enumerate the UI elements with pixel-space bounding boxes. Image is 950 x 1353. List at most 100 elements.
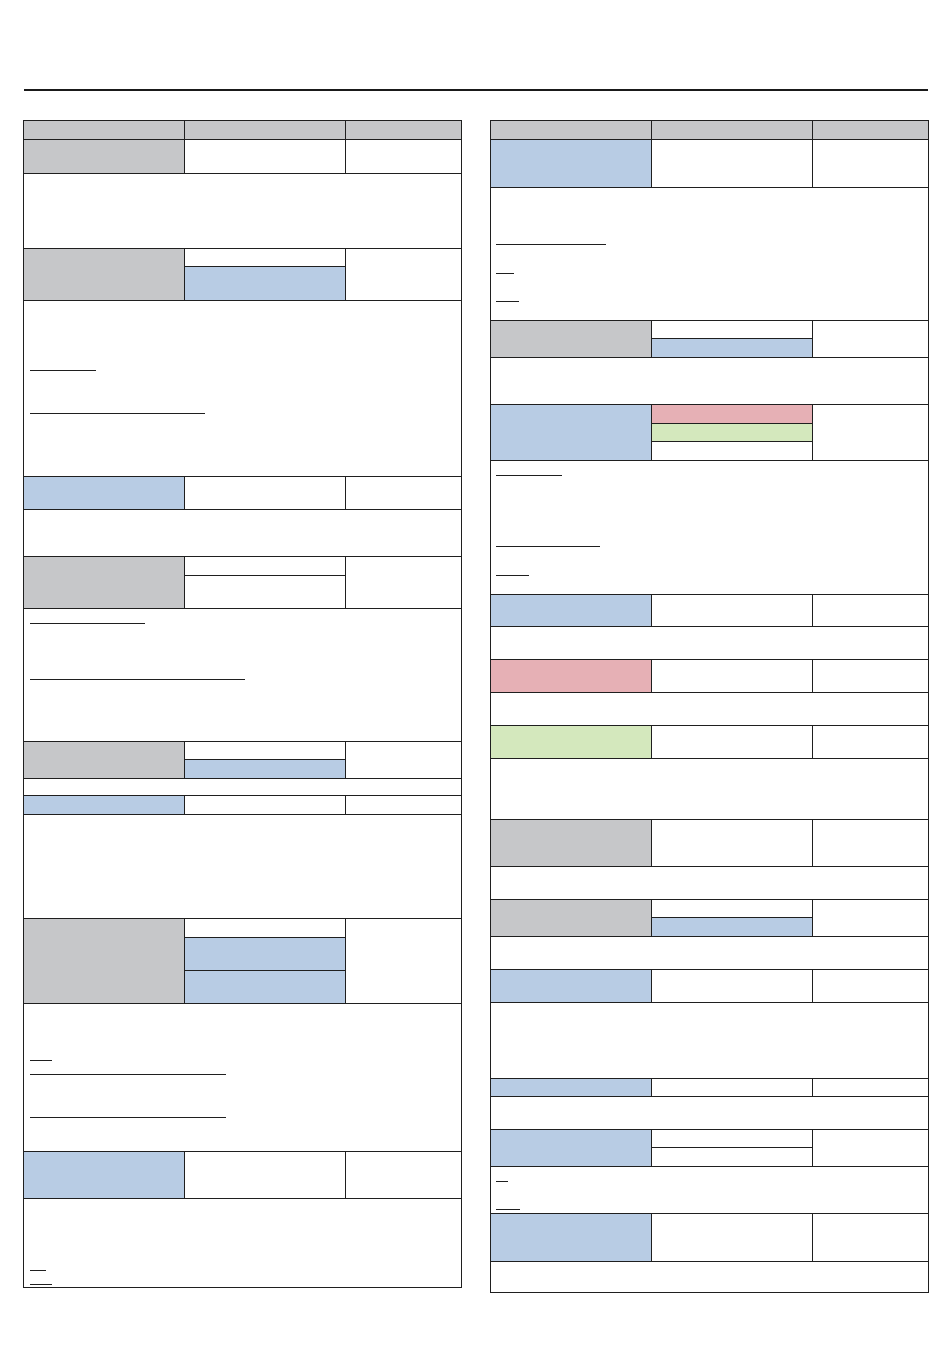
description-block <box>491 937 928 970</box>
row-value-cell <box>652 900 813 936</box>
underline-link[interactable] <box>496 244 606 245</box>
row-value-cell <box>652 595 813 626</box>
row-label-cell <box>24 557 185 608</box>
description-block <box>24 815 461 919</box>
description-block <box>491 1262 928 1292</box>
description-block <box>491 188 928 321</box>
description-block <box>24 301 461 477</box>
sub-cell <box>652 321 812 339</box>
table-row <box>491 140 928 188</box>
row-value-cell <box>652 1130 813 1166</box>
row-note-cell <box>813 970 928 1002</box>
description-block <box>491 693 928 726</box>
row-label-cell <box>24 742 185 778</box>
underline-link[interactable] <box>496 1181 508 1182</box>
underline-link[interactable] <box>30 623 145 624</box>
row-label-cell <box>491 595 652 626</box>
header-cell <box>185 121 346 139</box>
underline-link[interactable] <box>30 679 245 680</box>
underline-link[interactable] <box>496 301 519 302</box>
row-value-cell <box>652 660 813 692</box>
header-rule <box>24 89 928 91</box>
row-note-cell <box>346 742 461 778</box>
row-value-cell <box>652 726 813 758</box>
row-value-cell <box>652 140 813 187</box>
table-row <box>491 321 928 358</box>
description-block <box>491 358 928 405</box>
sub-cell <box>652 918 812 936</box>
sub-cell <box>652 1130 812 1148</box>
table-row <box>491 726 928 759</box>
row-note-cell <box>813 595 928 626</box>
sub-cell <box>185 249 345 267</box>
sub-cell <box>185 919 345 938</box>
row-label-cell <box>491 321 652 357</box>
row-value-cell <box>652 970 813 1002</box>
row-label-cell <box>491 1130 652 1166</box>
table-row <box>491 1214 928 1262</box>
underline-link[interactable] <box>496 1209 520 1210</box>
row-note-cell <box>346 557 461 608</box>
row-label-cell <box>491 970 652 1002</box>
description-block <box>491 627 928 660</box>
description-block <box>24 174 461 249</box>
table-header-row <box>491 121 928 140</box>
header-cell <box>813 121 928 139</box>
underline-link[interactable] <box>496 273 514 274</box>
row-label-cell <box>24 1152 185 1198</box>
table-header-row <box>24 121 461 140</box>
row-value-cell <box>185 249 346 300</box>
row-value-cell <box>185 140 346 173</box>
header-cell <box>652 121 813 139</box>
description-block <box>491 1167 928 1214</box>
description-block <box>491 1097 928 1130</box>
row-label-cell <box>491 726 652 758</box>
row-label-cell <box>491 1079 652 1096</box>
table-row <box>24 742 461 779</box>
underline-link[interactable] <box>496 575 529 576</box>
row-value-cell <box>652 321 813 357</box>
table-row <box>24 140 461 174</box>
table-row <box>491 970 928 1003</box>
row-note-cell <box>346 919 461 1003</box>
underline-link[interactable] <box>30 1284 52 1285</box>
underline-link[interactable] <box>30 370 96 371</box>
description-block <box>491 461 928 595</box>
row-note-cell <box>346 249 461 300</box>
right-table <box>490 120 929 1293</box>
underline-link[interactable] <box>30 1117 226 1118</box>
table-row <box>491 595 928 627</box>
description-block <box>491 759 928 820</box>
row-note-cell <box>346 477 461 509</box>
row-note-cell <box>346 140 461 173</box>
table-row <box>24 249 461 301</box>
table-row <box>24 477 461 510</box>
row-label-cell <box>24 796 185 814</box>
table-row <box>24 557 461 609</box>
description-block <box>24 779 461 796</box>
row-note-cell <box>813 1214 928 1261</box>
underline-link[interactable] <box>496 475 562 476</box>
sub-cell <box>185 971 345 1003</box>
row-note-cell <box>813 1130 928 1166</box>
row-label-cell <box>24 140 185 173</box>
row-note-cell <box>346 1152 461 1198</box>
underline-link[interactable] <box>496 546 600 547</box>
row-value-cell <box>185 919 346 1003</box>
table-row <box>491 820 928 867</box>
row-note-cell <box>813 1079 928 1096</box>
description-block <box>24 1199 461 1287</box>
underline-link[interactable] <box>30 1060 52 1061</box>
underline-link[interactable] <box>30 413 205 414</box>
table-row <box>491 405 928 461</box>
underline-link[interactable] <box>30 1074 226 1075</box>
row-value-cell <box>652 405 813 460</box>
row-value-cell <box>185 557 346 608</box>
row-value-cell <box>185 742 346 778</box>
row-note-cell <box>813 820 928 866</box>
row-label-cell <box>491 660 652 692</box>
sub-cell <box>652 424 812 442</box>
underline-link[interactable] <box>30 1270 46 1271</box>
header-cell <box>24 121 185 139</box>
table-row <box>491 900 928 937</box>
